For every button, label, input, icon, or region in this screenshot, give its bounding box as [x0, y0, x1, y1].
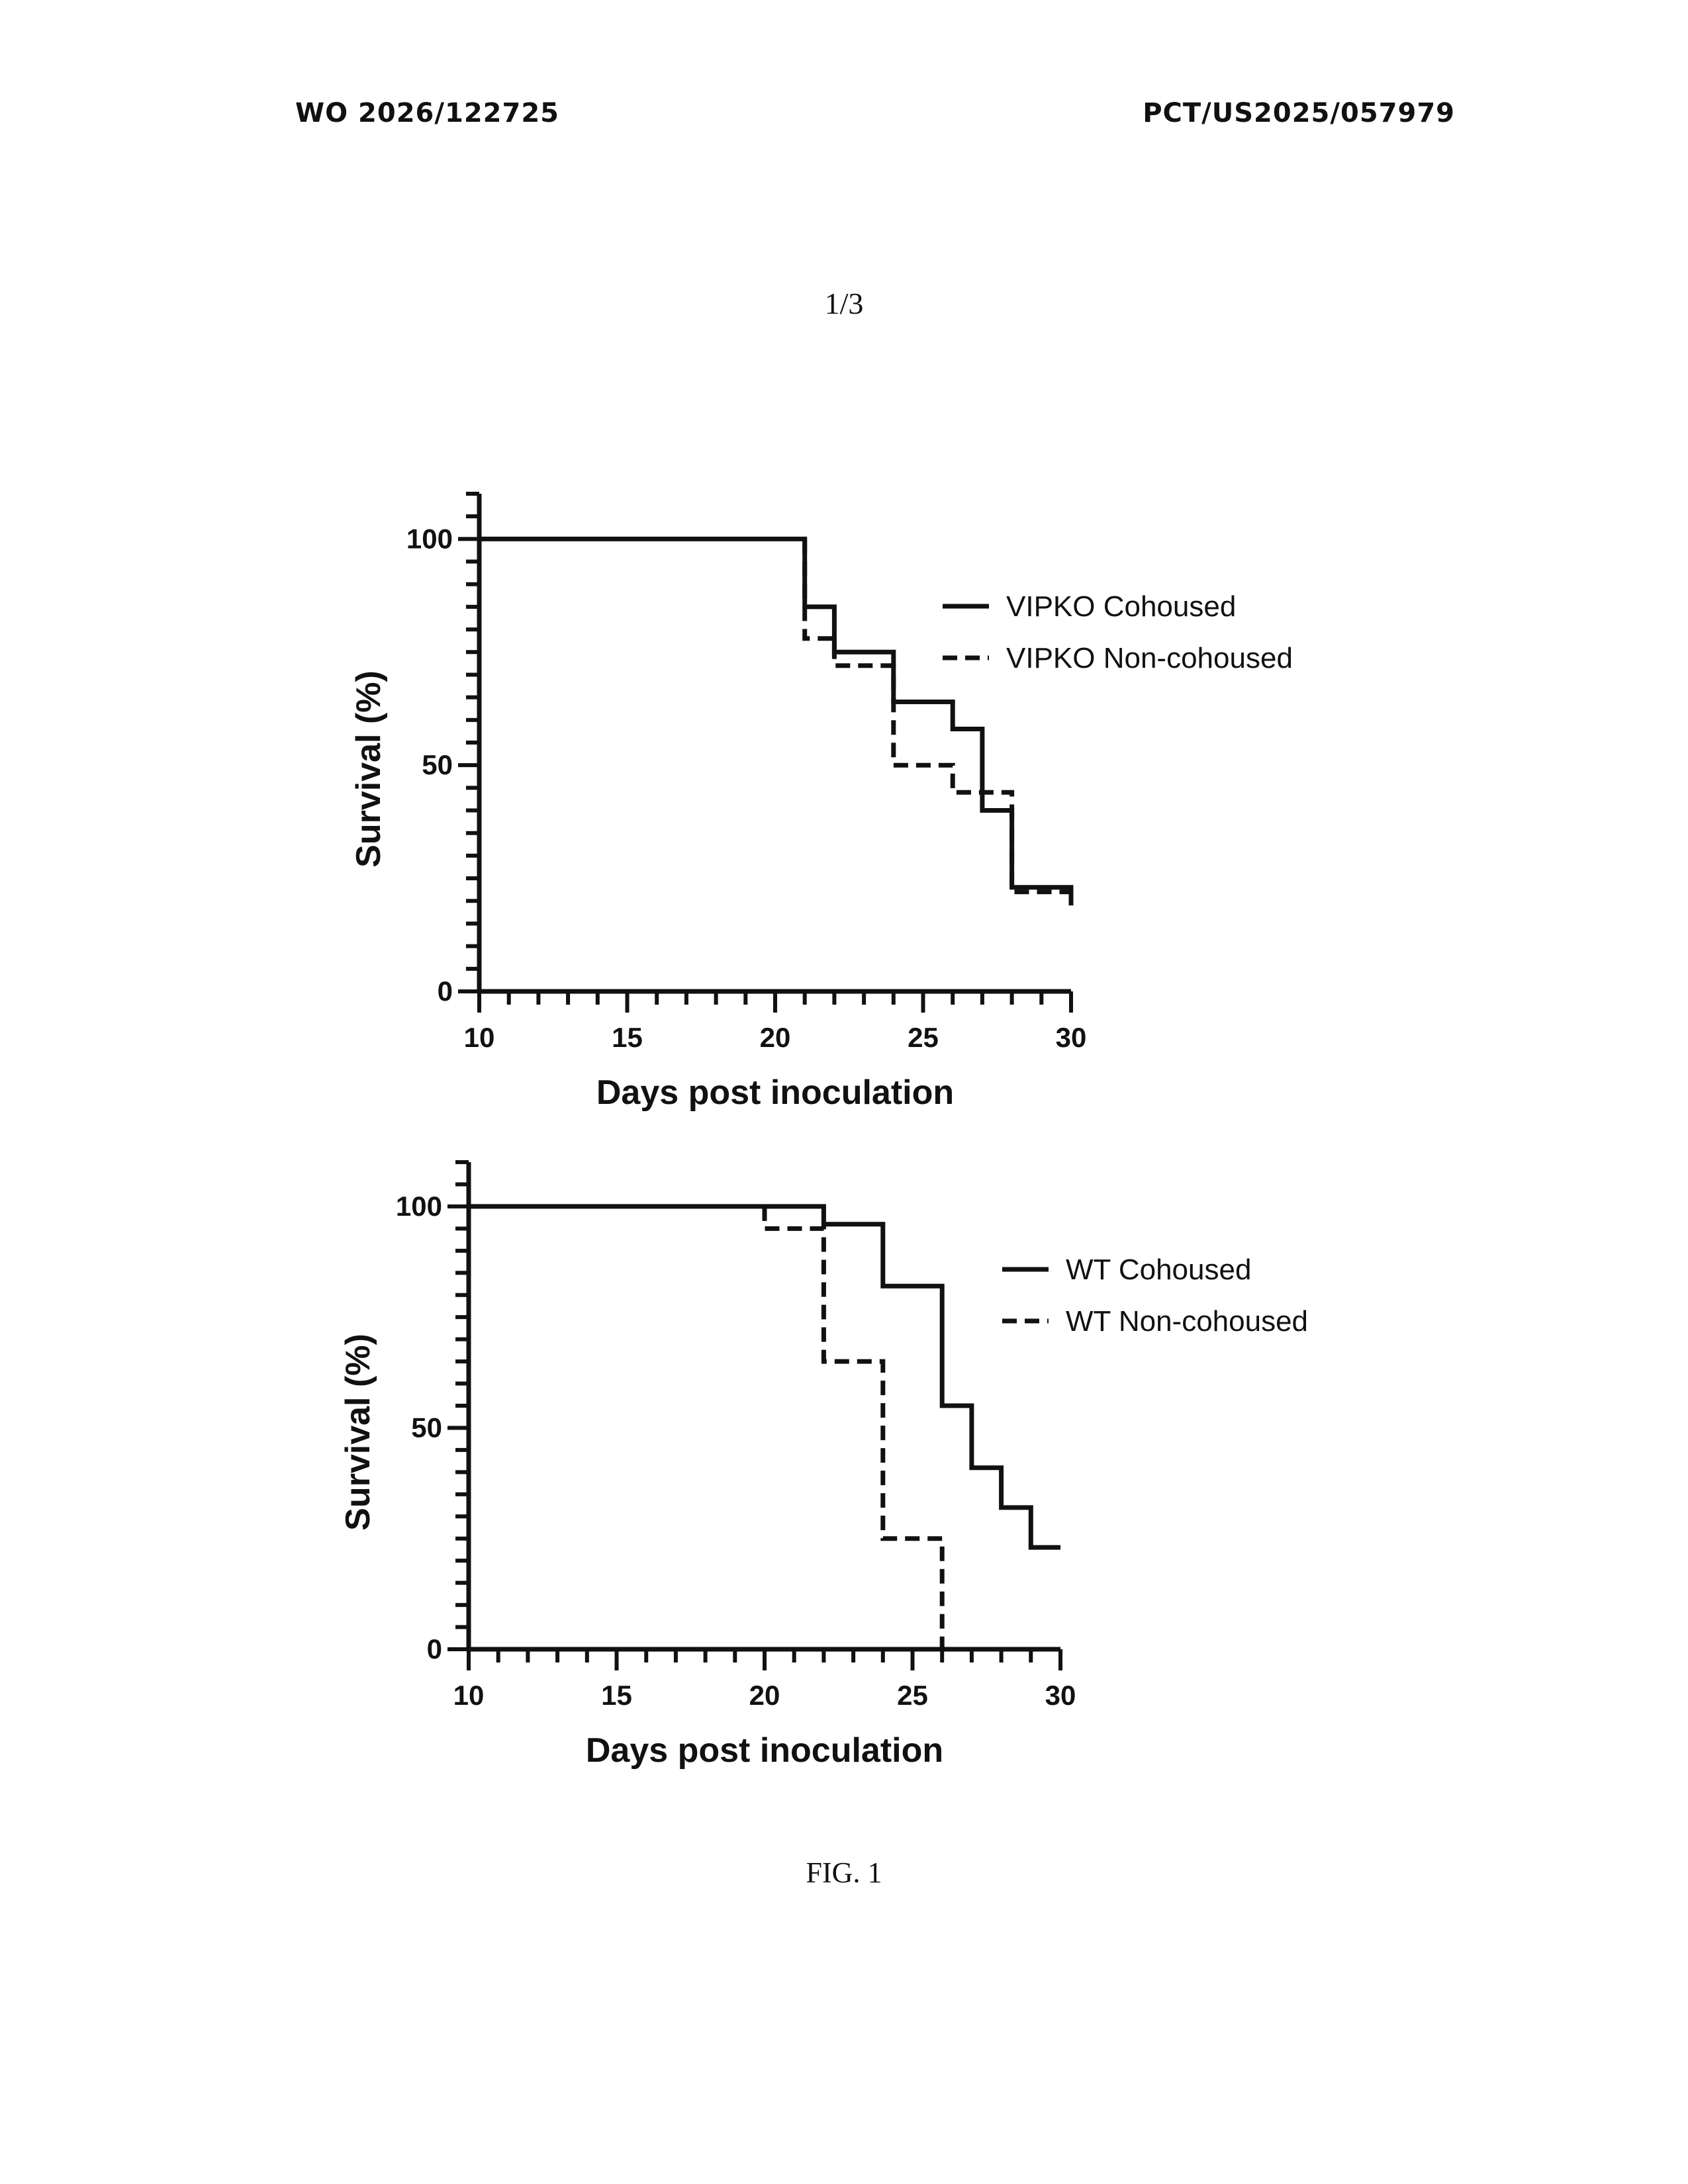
x-tick-label: 15: [612, 1022, 643, 1053]
x-tick-label: 30: [1056, 1022, 1087, 1053]
y-tick-label: 50: [411, 1412, 442, 1443]
y-tick-label: 100: [406, 523, 453, 554]
x-tick-label: 10: [464, 1022, 495, 1053]
legend-label: VIPKO Cohoused: [1006, 590, 1236, 623]
page-number: 1/3: [824, 287, 864, 320]
x-axis-title: Days post inoculation: [586, 1731, 943, 1770]
x-tick-label: 30: [1045, 1680, 1076, 1711]
series-line-vipko-dashed: [802, 539, 1071, 895]
series-line-wt-dashed: [762, 1206, 945, 1649]
legend-label: WT Cohoused: [1066, 1253, 1251, 1286]
figure-label: FIG. 1: [806, 1856, 882, 1889]
y-axis-title: Survival (%): [339, 1334, 377, 1531]
y-tick-label: 100: [396, 1191, 442, 1222]
x-axis-title: Days post inoculation: [596, 1073, 954, 1112]
x-tick-label: 25: [897, 1680, 928, 1711]
application-number: PCT/US2025/057979: [1143, 98, 1455, 128]
y-axis-title: Survival (%): [350, 670, 388, 868]
y-tick-label: 0: [438, 976, 453, 1007]
legend-label: WT Non-cohoused: [1066, 1305, 1308, 1338]
y-tick-label: 0: [427, 1633, 442, 1664]
publication-number: WO 2026/122725: [295, 98, 559, 128]
y-tick-label: 50: [422, 749, 453, 780]
x-tick-label: 20: [760, 1022, 791, 1053]
survival-chart-vipko: 10 15 20 25 30 0 50 100 Days post inoculation Sur…: [350, 492, 1293, 1112]
x-tick-label: 25: [908, 1022, 939, 1053]
x-tick-label: 15: [601, 1680, 632, 1711]
series-line-wt-solid: [469, 1204, 1060, 1550]
x-tick-label: 20: [749, 1680, 780, 1711]
x-tick-label: 10: [453, 1680, 485, 1711]
series-line-vipko-solid: [479, 536, 1074, 906]
survival-chart-wt: 10 15 20 25 30 0 50 100 Days post inoculation Sur…: [339, 1160, 1308, 1770]
legend-label: VIPKO Non-cohoused: [1006, 642, 1293, 674]
